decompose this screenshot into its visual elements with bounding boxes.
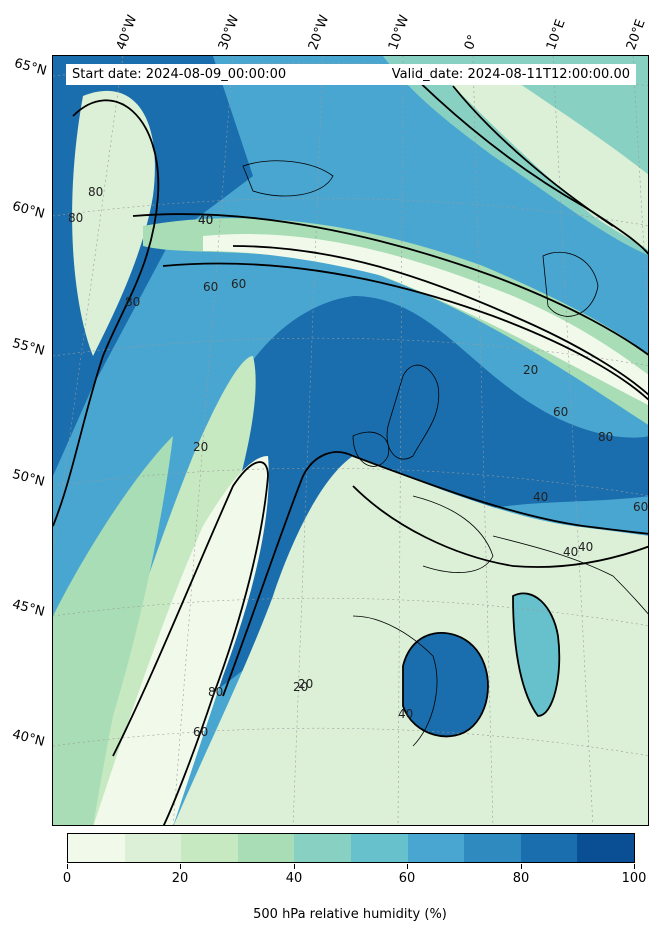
contour-label: 20 xyxy=(298,677,313,691)
contour-label: 40 xyxy=(198,213,213,227)
colorbar-swatch xyxy=(520,834,578,862)
map-panel: 80 40 80 60 20 40 60 80 40 60 20 40 60 80 40 20 80 60 40 20 xyxy=(52,55,649,826)
contour-label: 20 xyxy=(523,363,538,377)
colorbar-tick-label-20: 20 xyxy=(171,871,189,886)
contour-label: 80 xyxy=(88,185,103,199)
lat-label-60n: 60°N xyxy=(10,199,47,222)
colorbar-swatch xyxy=(464,834,521,862)
dry-core-southwest xyxy=(93,456,269,825)
contour-label: 20 xyxy=(293,680,308,694)
contour-label: 60 xyxy=(231,277,246,291)
colorbar-swatch xyxy=(577,834,634,862)
valid-date-label: Valid_date: 2024-08-11T12:00:00.00 xyxy=(391,67,630,82)
colorbar-tick-label-100: 100 xyxy=(621,871,647,886)
colorbar-swatch xyxy=(294,834,351,862)
colorbar-tick-label-0: 0 xyxy=(62,871,72,886)
colorbar-tick xyxy=(407,864,408,869)
colorbar-swatch xyxy=(237,834,295,862)
lon-label-20e: 20°E xyxy=(623,17,649,52)
colorbar-swatch xyxy=(181,834,238,862)
colorbar-tick xyxy=(521,864,522,869)
dry-core-north xyxy=(203,234,648,405)
colorbar-tick xyxy=(294,864,295,869)
contour-label: 60 xyxy=(553,405,568,419)
contour-label: 60 xyxy=(193,725,208,739)
graticule xyxy=(53,56,648,825)
moist-blob-southeast xyxy=(513,593,560,716)
start-date-label: Start date: 2024-08-09_00:00:00 xyxy=(72,67,287,82)
contour-label: 40 xyxy=(578,540,593,554)
colorbar-swatch xyxy=(124,834,182,862)
lon-label-40w: 40°W xyxy=(113,13,141,52)
colorbar-swatch xyxy=(68,834,125,862)
colorbar-tick xyxy=(67,864,68,869)
info-bar: Start date: 2024-08-09_00:00:00 Valid_da… xyxy=(66,64,636,85)
moist-blob-south xyxy=(403,632,488,737)
contour-label: 80 xyxy=(208,685,223,699)
contour-label: 40 xyxy=(398,707,413,721)
lon-label-30w: 30°W xyxy=(215,13,243,52)
dry-band-west xyxy=(53,436,173,825)
contour-label: 80 xyxy=(598,430,613,444)
coastlines xyxy=(242,160,648,747)
contour-label: 20 xyxy=(193,440,208,454)
colorbar xyxy=(67,833,635,863)
lat-label-40n: 40°N xyxy=(10,727,47,750)
contour-label: 60 xyxy=(633,500,648,514)
contour-label: 40 xyxy=(563,545,578,559)
colorbar-tick xyxy=(634,864,635,869)
colorbar-swatch xyxy=(407,834,465,862)
lat-label-55n: 55°N xyxy=(10,336,47,359)
dry-tongue-southwest xyxy=(73,356,256,825)
colorbar-tick xyxy=(180,864,181,869)
dry-region-south xyxy=(173,456,648,825)
contour-label: 80 xyxy=(125,295,140,309)
colorbar-tick-label-80: 80 xyxy=(512,871,530,886)
dry-core-northeast xyxy=(433,66,648,250)
lon-label-10w: 10°W xyxy=(385,13,413,52)
lat-label-45n: 45°N xyxy=(10,597,47,620)
contour-label: 60 xyxy=(203,280,218,294)
colorbar-swatch xyxy=(350,834,408,862)
contour-lines xyxy=(53,65,648,825)
lon-label-0: 0° xyxy=(461,32,482,52)
lat-label-50n: 50°N xyxy=(10,467,47,490)
lon-label-20w: 20°W xyxy=(305,13,333,52)
contour-label: 40 xyxy=(198,213,213,227)
lat-label-65n: 65°N xyxy=(12,56,49,79)
lon-label-10e: 10°E xyxy=(543,17,569,52)
colorbar-title: 500 hPa relative humidity (%) xyxy=(253,907,447,922)
contour-label: 80 xyxy=(68,211,83,225)
colorbar-tick-label-40: 40 xyxy=(285,871,303,886)
dry-band-northwest xyxy=(72,90,155,356)
contour-label: 40 xyxy=(533,490,548,504)
colorbar-tick-label-60: 60 xyxy=(398,871,416,886)
